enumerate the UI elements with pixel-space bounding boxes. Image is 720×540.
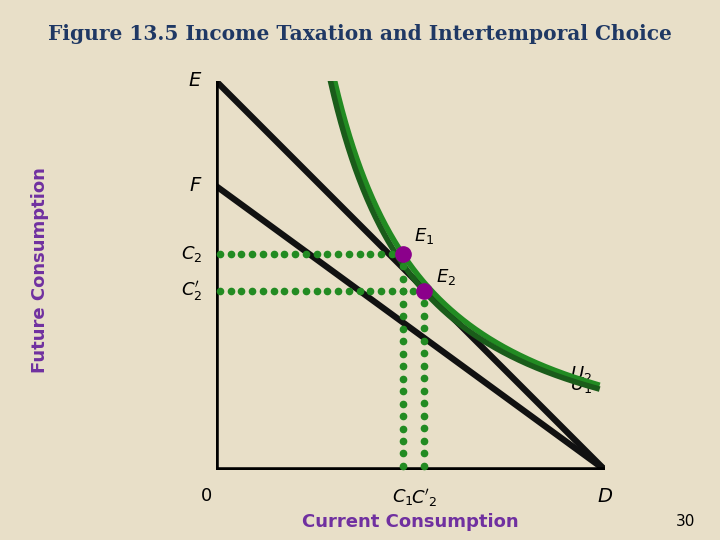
Text: $E_1$: $E_1$	[414, 226, 435, 246]
Text: $C_1$: $C_1$	[392, 487, 413, 507]
Text: $0$: $0$	[200, 487, 212, 505]
Text: $U_1$: $U_1$	[570, 375, 592, 395]
Text: Future Consumption: Future Consumption	[30, 167, 49, 373]
Text: $C_2$: $C_2$	[181, 244, 202, 264]
Text: $E_2$: $E_2$	[436, 267, 456, 287]
Text: Current Consumption: Current Consumption	[302, 512, 518, 531]
Text: $C'_2$: $C'_2$	[410, 487, 437, 509]
Text: $U_2$: $U_2$	[570, 364, 592, 384]
Text: $F$: $F$	[189, 177, 202, 195]
Text: Figure 13.5 Income Taxation and Intertemporal Choice: Figure 13.5 Income Taxation and Intertem…	[48, 24, 672, 44]
Text: 30: 30	[675, 514, 695, 529]
Text: $E$: $E$	[188, 71, 202, 91]
Text: $D$: $D$	[597, 487, 613, 507]
Text: $C_2'$: $C_2'$	[181, 279, 202, 303]
